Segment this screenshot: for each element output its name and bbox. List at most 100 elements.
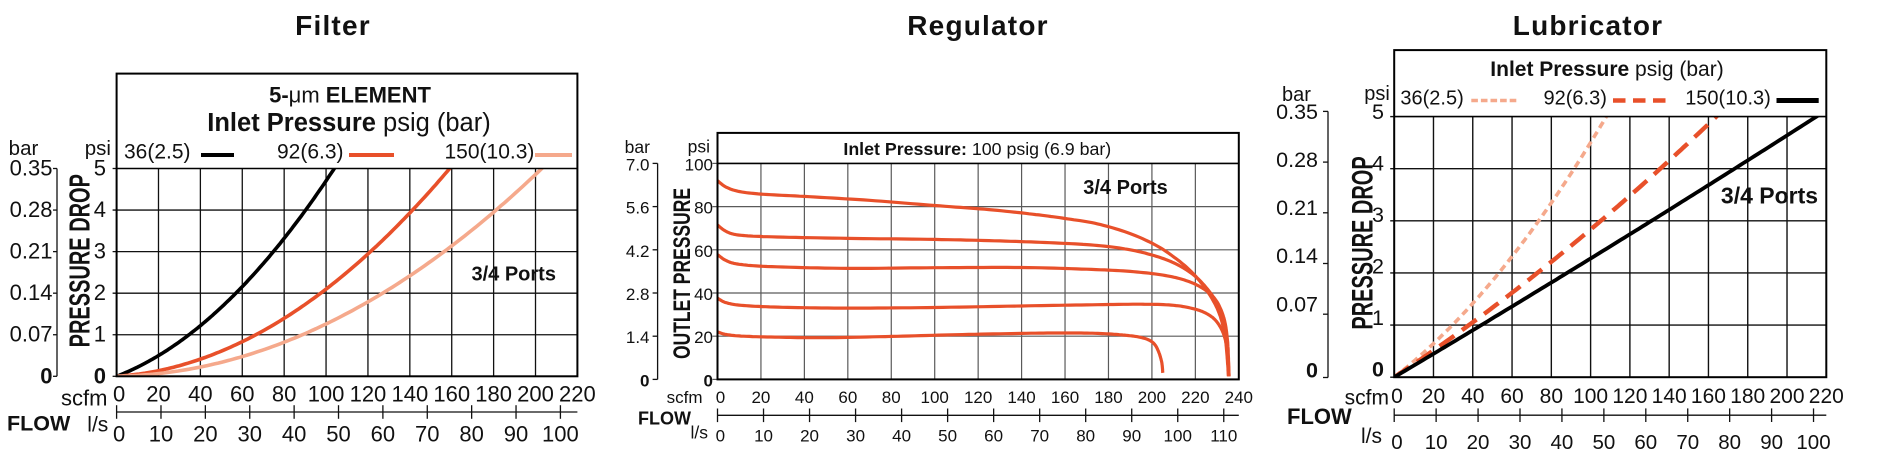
svg-text:80: 80	[694, 199, 713, 218]
svg-text:40: 40	[892, 426, 911, 445]
svg-text:20: 20	[1422, 385, 1445, 408]
svg-text:80: 80	[459, 421, 483, 446]
svg-text:150(10.3): 150(10.3)	[445, 141, 535, 164]
svg-text:60: 60	[1634, 431, 1657, 454]
svg-text:1.4: 1.4	[626, 328, 650, 347]
svg-text:50: 50	[326, 421, 350, 446]
svg-text:180: 180	[1730, 385, 1765, 408]
svg-text:20: 20	[193, 421, 217, 446]
svg-text:1: 1	[1372, 306, 1384, 330]
svg-text:0: 0	[716, 388, 725, 407]
svg-text:80: 80	[272, 382, 296, 407]
svg-text:0: 0	[40, 363, 52, 388]
svg-text:0.21: 0.21	[10, 239, 53, 264]
svg-text:160: 160	[1051, 388, 1079, 407]
svg-text:90: 90	[504, 421, 528, 446]
svg-text:0: 0	[1391, 431, 1402, 454]
svg-text:20: 20	[800, 426, 819, 445]
svg-text:60: 60	[838, 388, 857, 407]
svg-text:3/4 Ports: 3/4 Ports	[471, 264, 555, 286]
svg-text:70: 70	[1676, 431, 1699, 454]
svg-text:40: 40	[1461, 385, 1484, 408]
svg-text:4.2: 4.2	[626, 242, 650, 261]
svg-text:120: 120	[1612, 385, 1647, 408]
svg-text:100: 100	[542, 421, 579, 446]
svg-text:140: 140	[1007, 388, 1035, 407]
svg-text:0.14: 0.14	[10, 280, 53, 305]
svg-text:0.07: 0.07	[10, 322, 53, 347]
svg-text:80: 80	[882, 388, 901, 407]
svg-text:bar: bar	[1282, 84, 1311, 106]
svg-text:2: 2	[94, 280, 106, 305]
svg-text:10: 10	[149, 421, 173, 446]
svg-text:0.28: 0.28	[10, 197, 53, 222]
svg-text:100: 100	[921, 388, 949, 407]
svg-text:200: 200	[517, 382, 554, 407]
svg-text:200: 200	[1138, 388, 1166, 407]
svg-text:60: 60	[230, 382, 254, 407]
svg-text:l/s: l/s	[691, 422, 709, 442]
svg-text:30: 30	[846, 426, 865, 445]
svg-text:20: 20	[146, 382, 170, 407]
svg-text:FLOW: FLOW	[7, 412, 71, 436]
svg-text:3/4 Ports: 3/4 Ports	[1721, 183, 1818, 209]
svg-text:240: 240	[1225, 388, 1253, 407]
svg-text:OUTLET PRESSURE: OUTLET PRESSURE	[669, 188, 695, 359]
svg-text:0: 0	[113, 421, 125, 446]
svg-text:PRESSURE DROP: PRESSURE DROP	[65, 174, 96, 347]
svg-text:30: 30	[1509, 431, 1532, 454]
svg-text:Inlet Pressure psig (bar): Inlet Pressure psig (bar)	[1490, 58, 1723, 81]
svg-text:Regulator: Regulator	[907, 10, 1048, 41]
svg-text:FLOW: FLOW	[638, 408, 691, 428]
svg-text:40: 40	[1551, 431, 1574, 454]
svg-text:4: 4	[1372, 151, 1384, 175]
svg-text:220: 220	[1809, 385, 1844, 408]
svg-text:7.0: 7.0	[626, 155, 650, 174]
svg-text:2.8: 2.8	[626, 285, 650, 304]
svg-text:100: 100	[685, 155, 713, 174]
svg-text:30: 30	[238, 421, 262, 446]
svg-text:100: 100	[1796, 431, 1830, 454]
svg-text:60: 60	[694, 242, 713, 261]
svg-text:110: 110	[1210, 426, 1237, 445]
svg-text:60: 60	[984, 426, 1003, 445]
svg-text:0: 0	[1306, 358, 1318, 382]
svg-text:scfm: scfm	[61, 386, 107, 411]
svg-text:90: 90	[1760, 431, 1783, 454]
svg-text:140: 140	[1652, 385, 1687, 408]
svg-text:20: 20	[694, 328, 713, 347]
svg-text:36(2.5): 36(2.5)	[124, 141, 191, 164]
svg-text:100: 100	[308, 382, 345, 407]
svg-text:Filter: Filter	[295, 10, 371, 41]
svg-text:100: 100	[1164, 426, 1192, 445]
svg-text:Inlet Pressure psig (bar): Inlet Pressure psig (bar)	[207, 109, 490, 137]
svg-text:160: 160	[433, 382, 470, 407]
svg-text:psi: psi	[1364, 83, 1390, 105]
svg-text:3/4 Ports: 3/4 Ports	[1083, 177, 1167, 199]
svg-text:0.07: 0.07	[1276, 292, 1318, 316]
svg-text:50: 50	[1592, 431, 1615, 454]
svg-text:120: 120	[350, 382, 387, 407]
svg-text:3: 3	[1372, 203, 1384, 227]
svg-text:3: 3	[94, 239, 106, 264]
svg-text:5: 5	[1372, 100, 1384, 124]
svg-text:scfm: scfm	[667, 388, 703, 407]
svg-text:220: 220	[1181, 388, 1209, 407]
svg-text:bar: bar	[9, 137, 39, 160]
svg-text:80: 80	[1540, 385, 1563, 408]
svg-text:90: 90	[1122, 426, 1141, 445]
svg-text:80: 80	[1718, 431, 1741, 454]
svg-text:150(10.3): 150(10.3)	[1685, 88, 1771, 110]
svg-text:0: 0	[1391, 385, 1403, 408]
svg-text:60: 60	[371, 421, 395, 446]
svg-text:0: 0	[640, 371, 649, 390]
svg-text:70: 70	[1030, 426, 1049, 445]
svg-text:50: 50	[938, 426, 957, 445]
svg-text:0: 0	[704, 371, 713, 390]
svg-text:0.35: 0.35	[10, 156, 53, 181]
svg-text:Lubricator: Lubricator	[1513, 10, 1663, 41]
svg-text:FLOW: FLOW	[1287, 404, 1352, 429]
svg-text:40: 40	[694, 285, 713, 304]
svg-text:scfm: scfm	[1345, 387, 1389, 410]
svg-text:0.35: 0.35	[1276, 100, 1318, 124]
